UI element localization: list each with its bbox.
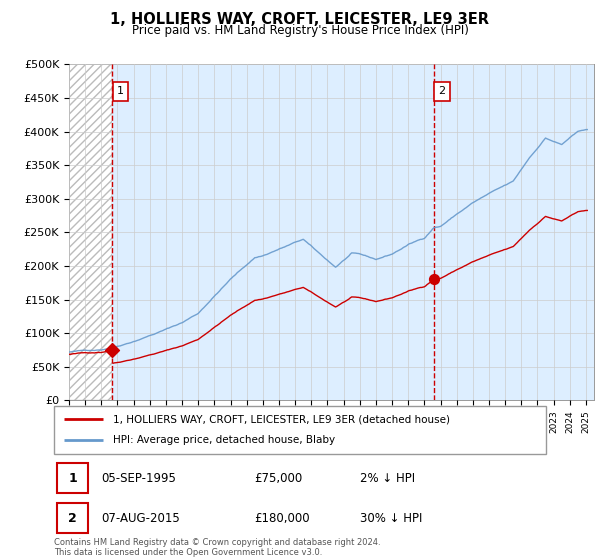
Text: HPI: Average price, detached house, Blaby: HPI: Average price, detached house, Blab… <box>113 435 335 445</box>
Text: 07-AUG-2015: 07-AUG-2015 <box>101 512 180 525</box>
Text: £180,000: £180,000 <box>254 512 310 525</box>
Text: 2% ↓ HPI: 2% ↓ HPI <box>360 472 415 484</box>
Text: £75,000: £75,000 <box>254 472 303 484</box>
Text: 1, HOLLIERS WAY, CROFT, LEICESTER, LE9 3ER (detached house): 1, HOLLIERS WAY, CROFT, LEICESTER, LE9 3… <box>113 414 450 424</box>
Text: Price paid vs. HM Land Registry's House Price Index (HPI): Price paid vs. HM Land Registry's House … <box>131 24 469 36</box>
Point <box>107 346 117 354</box>
Text: 30% ↓ HPI: 30% ↓ HPI <box>360 512 422 525</box>
Text: Contains HM Land Registry data © Crown copyright and database right 2024.
This d: Contains HM Land Registry data © Crown c… <box>54 538 380 557</box>
Text: 2: 2 <box>439 86 446 96</box>
Text: 2: 2 <box>68 512 77 525</box>
Text: 1, HOLLIERS WAY, CROFT, LEICESTER, LE9 3ER: 1, HOLLIERS WAY, CROFT, LEICESTER, LE9 3… <box>110 12 490 27</box>
Text: 1: 1 <box>68 472 77 484</box>
Text: 1: 1 <box>117 86 124 96</box>
FancyBboxPatch shape <box>54 406 546 454</box>
Point <box>429 275 439 284</box>
Text: 05-SEP-1995: 05-SEP-1995 <box>101 472 176 484</box>
FancyBboxPatch shape <box>56 503 88 533</box>
FancyBboxPatch shape <box>56 463 88 493</box>
